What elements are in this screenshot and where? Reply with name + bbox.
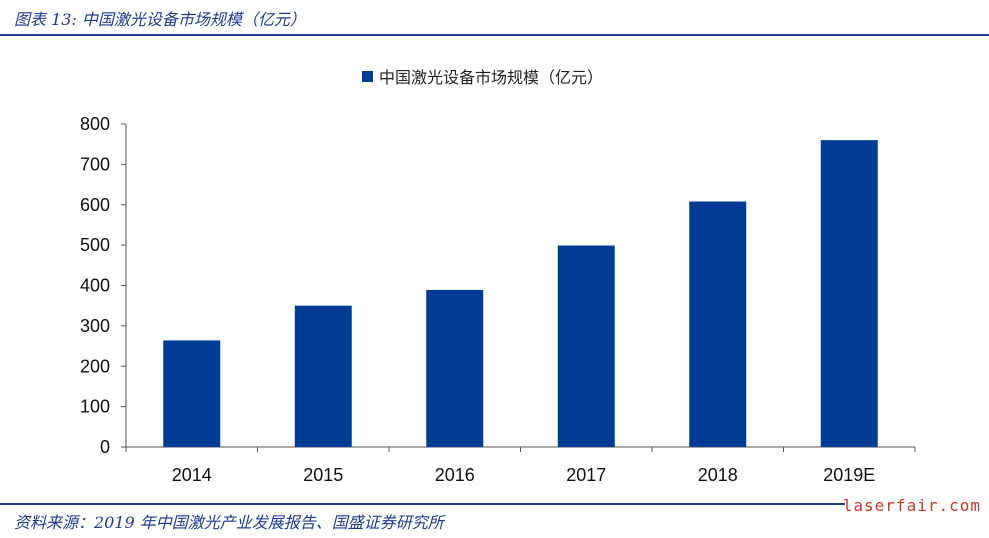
bar-chart: 0 100 200 300 400 500 600 700 800 2014 2015 2016 201… (80, 114, 916, 485)
y-tick-label: 600 (80, 195, 110, 215)
bar-2019E (820, 140, 878, 447)
legend-label: 中国激光设备市场规模（亿元） (379, 68, 604, 87)
title-rule (0, 34, 989, 36)
x-tick-label: 2018 (698, 465, 738, 485)
x-tick-label: 2015 (303, 465, 343, 485)
chart-legend: 中国激光设备市场规模（亿元） (362, 64, 603, 88)
watermark: laserfair.com (842, 496, 981, 515)
y-tick-label: 400 (80, 276, 110, 296)
y-tick-label: 200 (80, 356, 110, 376)
y-tick-label: 800 (80, 114, 110, 134)
legend-swatch (362, 70, 373, 82)
y-tick-label: 700 (80, 154, 110, 174)
x-tick-label: 2017 (566, 465, 606, 485)
bar-2014 (163, 340, 221, 447)
bar-2016 (426, 289, 484, 447)
y-tick-label: 100 (80, 397, 110, 417)
x-tick-label: 2019E (823, 465, 875, 485)
x-tick-label: 2014 (172, 465, 212, 485)
x-tick-label: 2016 (435, 465, 475, 485)
bar-2015 (294, 305, 352, 447)
source-rule (0, 503, 845, 505)
y-tick-label: 300 (80, 316, 110, 336)
bar-2017 (557, 245, 615, 447)
figure-title: 图表 13: 中国激光设备市场规模（亿元） (14, 10, 306, 29)
bar-2018 (689, 201, 747, 447)
source-note: 资料来源：2019 年中国激光产业发展报告、国盛证券研究所 (14, 513, 444, 532)
y-tick-label: 0 (100, 437, 110, 457)
y-tick-label: 500 (80, 235, 110, 255)
